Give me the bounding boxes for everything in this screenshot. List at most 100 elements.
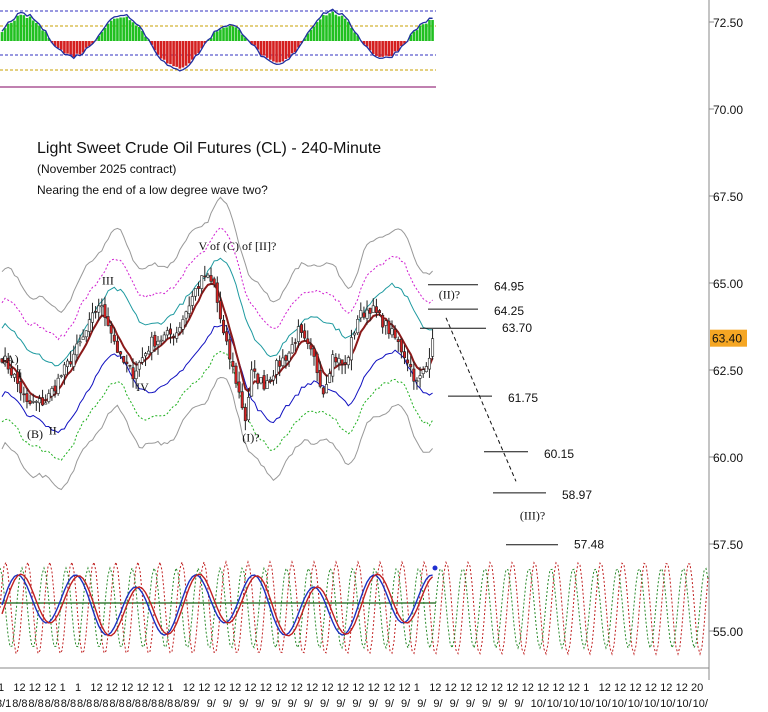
- histogram-bar: [231, 26, 235, 41]
- histogram-bar: [162, 41, 166, 60]
- candle-body: [184, 311, 188, 319]
- candle-body: [78, 341, 82, 344]
- histogram-bar: [281, 41, 285, 62]
- histogram-bar: [10, 22, 13, 41]
- histogram-bar: [166, 41, 169, 64]
- candle-body: [427, 357, 431, 370]
- candle-body: [69, 361, 73, 365]
- candle-body: [59, 375, 63, 377]
- candle-body: [253, 368, 257, 372]
- x-tick-label: 9/: [514, 698, 524, 710]
- cycle-green: [0, 566, 709, 650]
- histogram-bar: [237, 29, 241, 41]
- histogram-bar: [272, 41, 275, 62]
- histogram-bar: [375, 41, 378, 56]
- y-tick-label: 55.00: [713, 625, 743, 639]
- candle-body: [75, 343, 79, 356]
- histogram-bar: [312, 26, 316, 41]
- histogram-bar: [153, 41, 157, 51]
- candle-body: [153, 334, 157, 347]
- histogram-bar: [122, 17, 125, 41]
- histogram-bar: [88, 41, 91, 47]
- histogram-bar: [19, 14, 23, 41]
- histogram-bar: [215, 31, 219, 41]
- x-tick-label-upper: 12: [106, 682, 118, 694]
- histogram-bar: [315, 22, 319, 41]
- candle-body: [94, 311, 98, 313]
- x-tick-label: 9/: [482, 698, 492, 710]
- x-tick-label: 10/: [547, 698, 563, 710]
- candle-body: [343, 362, 347, 365]
- histogram-bar: [28, 16, 32, 41]
- histogram-bar: [347, 21, 350, 41]
- histogram-bar: [421, 24, 425, 41]
- candle-body: [125, 361, 129, 365]
- x-tick-label: 8/8: [158, 698, 173, 710]
- histogram-bar: [81, 41, 85, 53]
- candle-body: [293, 342, 297, 344]
- histogram-bar: [63, 41, 66, 54]
- candle-body: [318, 370, 322, 387]
- candle-body: [162, 334, 166, 342]
- candle-body: [300, 324, 304, 333]
- candle-body: [268, 379, 272, 381]
- y-tick-label: 72.50: [713, 16, 743, 30]
- histogram-bar: [328, 13, 331, 41]
- x-tick-label: 9/: [288, 698, 298, 710]
- x-axis: 1 12 12 12 1 1 12 12 12 12 12 1 12 12 12 12 12 12 12 12 12 12…: [0, 667, 709, 710]
- oscillator-blue: [1, 574, 433, 636]
- x-tick-label-upper: 12: [475, 682, 487, 694]
- x-tick-label-upper: 12: [214, 682, 226, 694]
- x-tick-label-upper: 12: [460, 682, 472, 694]
- histogram-bar: [191, 41, 194, 60]
- projection-line: [445, 317, 517, 482]
- x-tick-label-upper: 12: [491, 682, 503, 694]
- y-tick-label: 70.00: [713, 103, 743, 117]
- candle-body: [16, 371, 20, 384]
- histogram-bar: [100, 32, 104, 41]
- candle-body: [106, 316, 110, 326]
- candle-body: [250, 369, 254, 397]
- candle-body: [175, 332, 179, 339]
- histogram-bar: [41, 30, 44, 41]
- candle-body: [187, 305, 191, 314]
- candle-body: [418, 375, 422, 379]
- x-tick-label: 10/: [644, 698, 660, 710]
- candle-body: [402, 351, 406, 359]
- x-tick-label: 9/: [304, 698, 314, 710]
- x-tick-label: 9/: [255, 698, 265, 710]
- histogram-bar: [38, 25, 41, 41]
- histogram-bar: [350, 27, 353, 41]
- candle-body: [81, 336, 85, 340]
- histogram-bar: [72, 41, 76, 57]
- histogram-bar: [356, 35, 359, 41]
- histogram-bar: [431, 20, 434, 41]
- candle-body: [368, 307, 372, 314]
- target-levels: 64.95 64.25 63.70 61.75 60.15 58.97 57.48: [420, 280, 604, 552]
- candle-body: [178, 327, 182, 333]
- histogram-bar: [3, 28, 7, 41]
- candle-body: [0, 358, 4, 363]
- histogram-bar: [334, 14, 338, 41]
- candle-body: [131, 367, 135, 380]
- candle-body: [225, 331, 229, 342]
- candle-body: [424, 366, 428, 373]
- candle-body: [381, 314, 385, 328]
- target-label: 57.48: [574, 538, 604, 552]
- x-tick-label: 9/: [401, 698, 411, 710]
- histogram-bar: [378, 41, 381, 57]
- histogram-bar: [381, 41, 384, 57]
- cycle-red: [0, 560, 709, 656]
- x-tick-label-upper: 12: [121, 682, 133, 694]
- histogram-bar: [234, 27, 238, 41]
- candle-body: [409, 363, 413, 368]
- candle-body: [234, 365, 238, 384]
- candle-body: [349, 337, 353, 361]
- candle-body: [128, 364, 132, 367]
- histogram-bar: [78, 41, 82, 55]
- x-tick-label-upper: 12: [537, 682, 549, 694]
- candle-body: [309, 344, 313, 350]
- candle-body: [315, 353, 319, 374]
